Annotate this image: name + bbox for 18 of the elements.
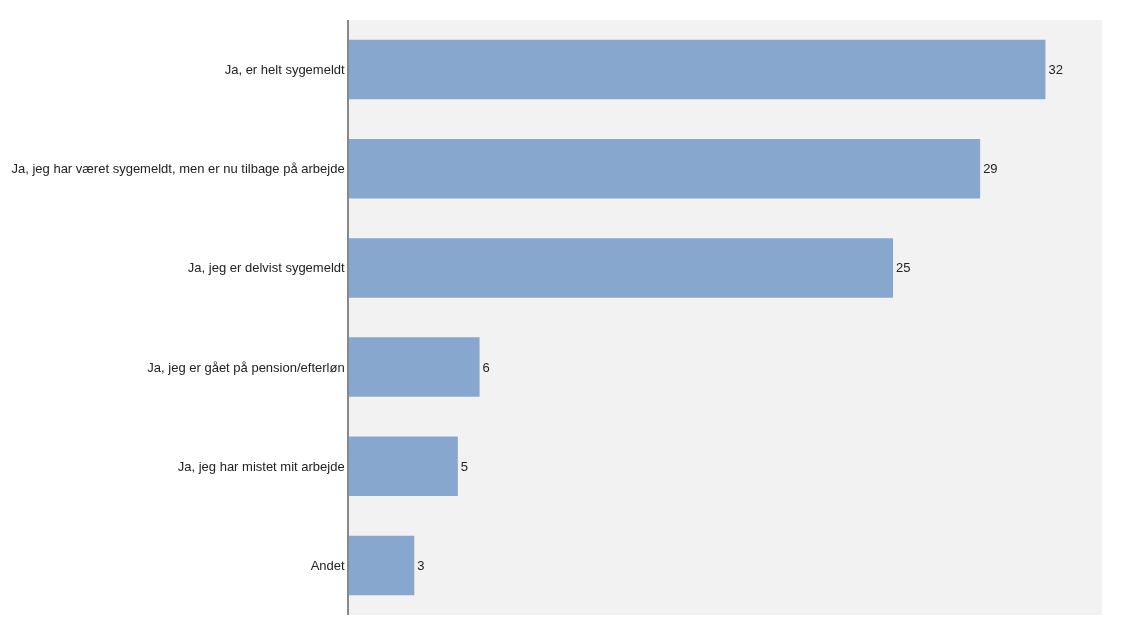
bar (349, 139, 981, 199)
bar (349, 337, 480, 397)
bar (349, 39, 1046, 100)
data-label: 3 (417, 557, 425, 573)
y-tick-label: Ja, jeg er gået på pension/efterløn (147, 359, 345, 375)
data-label: 29 (983, 161, 998, 177)
data-label: 25 (896, 260, 911, 276)
data-label: 6 (482, 359, 490, 375)
bar (349, 535, 415, 596)
y-tick-label: Ja, jeg er delvist sygemeldt (187, 260, 346, 276)
bar (349, 436, 458, 496)
y-tick-label: Ja, jeg har været sygemeldt, men er nu tilbage på arbejde (11, 161, 345, 177)
y-tick-label: Andet (310, 557, 346, 573)
y-tick-label: Ja, er helt sygemeldt (224, 62, 346, 78)
data-label: 5 (460, 458, 469, 474)
data-label: 32 (1048, 62, 1063, 78)
y-tick-label: Ja, jeg har mistet mit arbejde (177, 458, 345, 474)
bar (349, 238, 894, 298)
